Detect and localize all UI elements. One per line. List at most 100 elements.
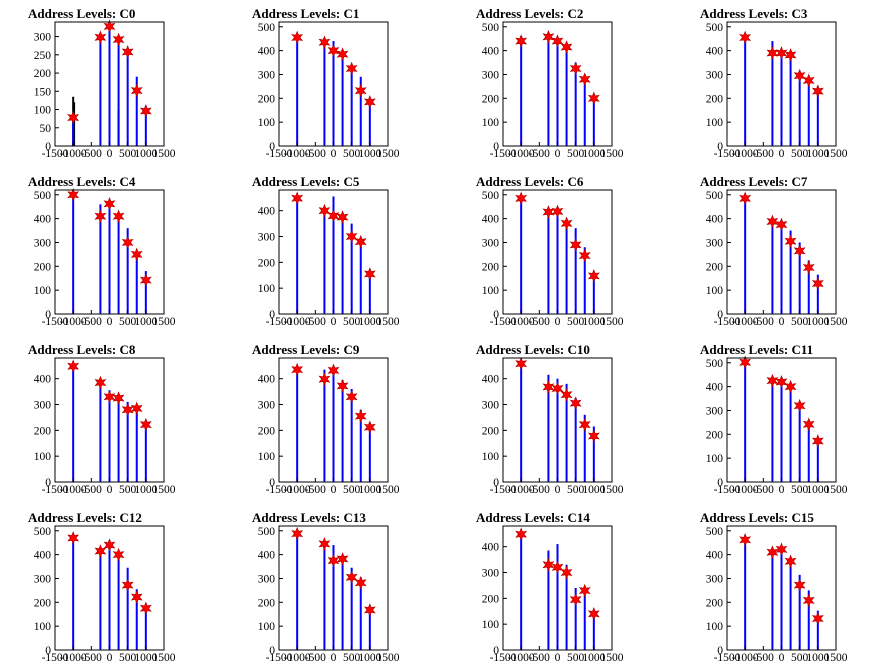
chart-svg: Address Levels: C8 0 100 200 300 400 -1500-100… bbox=[28, 342, 176, 496]
data-point-marker bbox=[345, 229, 358, 244]
x-tick-label: 0 bbox=[107, 316, 113, 328]
bar bbox=[789, 230, 792, 314]
chart-panel-c6: Address Levels: C6 0 100 200 300 400 500 -1500-… bbox=[448, 168, 672, 336]
bar bbox=[126, 228, 129, 314]
bar bbox=[771, 379, 774, 482]
bar bbox=[359, 237, 362, 314]
data-point-marker bbox=[587, 429, 600, 443]
x-tick-label: -1000 bbox=[60, 316, 87, 328]
chart-svg: Address Levels: C4 0 100 200 300 400 500 -1500-… bbox=[28, 174, 176, 328]
data-point-marker bbox=[94, 375, 107, 390]
bar bbox=[556, 38, 559, 146]
data-point-marker bbox=[578, 417, 591, 432]
data-point-marker bbox=[784, 234, 797, 249]
bar bbox=[117, 554, 120, 650]
bar bbox=[771, 41, 774, 146]
data-point-marker bbox=[811, 84, 824, 98]
bar bbox=[520, 197, 523, 314]
bar bbox=[296, 368, 299, 482]
x-tick-label: 0 bbox=[555, 484, 561, 496]
data-point-marker bbox=[112, 547, 125, 562]
chart-title: Address Levels: C7 bbox=[700, 174, 808, 189]
data-point-marker bbox=[542, 557, 555, 572]
chart-title: Address Levels: C13 bbox=[252, 510, 366, 525]
y-tick-label: 200 bbox=[482, 425, 500, 437]
x-tick-label: -1000 bbox=[732, 484, 759, 496]
x-tick-label: 0 bbox=[107, 148, 113, 160]
data-point-marker bbox=[130, 83, 143, 98]
x-tick-label: -1000 bbox=[284, 316, 311, 328]
x-tick-label: 1000 bbox=[582, 652, 605, 664]
y-tick-label: 300 bbox=[258, 232, 276, 244]
bar bbox=[520, 533, 523, 650]
bar bbox=[807, 590, 810, 650]
data-point-marker bbox=[784, 554, 797, 569]
bar bbox=[99, 36, 102, 147]
y-tick-label: 400 bbox=[706, 46, 724, 58]
bar bbox=[126, 51, 129, 146]
x-tick-label: 1500 bbox=[825, 148, 848, 160]
bar bbox=[135, 76, 138, 146]
bar bbox=[547, 374, 550, 482]
y-tick-label: 100 bbox=[706, 117, 724, 129]
data-point-marker bbox=[354, 575, 367, 590]
y-tick-label: 100 bbox=[34, 621, 52, 633]
bar bbox=[108, 27, 111, 146]
data-point-marker bbox=[775, 375, 788, 389]
x-tick-label: 1500 bbox=[601, 316, 624, 328]
chart-panel-c14: Address Levels: C14 0 100 200 300 400 -1500 -10… bbox=[448, 504, 672, 672]
data-point-marker bbox=[345, 389, 358, 404]
y-tick-label: 400 bbox=[482, 46, 500, 58]
data-point-marker bbox=[354, 83, 367, 98]
bar bbox=[798, 574, 801, 650]
data-point-marker bbox=[766, 373, 779, 388]
bar bbox=[341, 217, 344, 315]
y-tick-label: 400 bbox=[482, 374, 500, 386]
x-tick-label: 1000 bbox=[806, 316, 829, 328]
x-tick-label: -1000 bbox=[60, 484, 87, 496]
x-tick-label: 1000 bbox=[134, 652, 157, 664]
data-point-marker bbox=[354, 409, 367, 423]
data-point-marker bbox=[139, 104, 152, 118]
bar bbox=[744, 537, 747, 650]
bar bbox=[583, 590, 586, 650]
bar bbox=[99, 204, 102, 314]
bar bbox=[592, 426, 595, 482]
y-tick-label: 500 bbox=[34, 526, 52, 538]
bar bbox=[807, 76, 810, 146]
bar bbox=[350, 567, 353, 650]
data-point-marker bbox=[94, 544, 107, 558]
x-tick-label: 1500 bbox=[377, 652, 400, 664]
data-point-marker bbox=[363, 420, 376, 435]
data-point-marker bbox=[67, 359, 80, 374]
data-point-marker bbox=[587, 91, 600, 106]
x-tick-label: 500 bbox=[343, 316, 361, 328]
chart-title: Address Levels: C15 bbox=[700, 510, 814, 525]
bar bbox=[99, 548, 102, 650]
data-point-marker bbox=[569, 238, 582, 252]
data-point-marker bbox=[560, 40, 573, 54]
bar bbox=[789, 53, 792, 146]
x-tick-label: 0 bbox=[107, 652, 113, 664]
bar bbox=[816, 610, 819, 650]
y-tick-label: 300 bbox=[258, 573, 276, 585]
data-point-marker bbox=[515, 34, 528, 48]
bar bbox=[816, 437, 819, 482]
data-point-marker bbox=[363, 95, 376, 109]
bar bbox=[296, 35, 299, 147]
bar bbox=[350, 223, 353, 314]
y-tick-label: 500 bbox=[706, 526, 724, 538]
chart-panel-c11: Address Levels: C11 0 100 200 300 400 500 -1500… bbox=[672, 336, 896, 504]
data-point-marker bbox=[587, 607, 600, 621]
y-tick-label: 400 bbox=[258, 550, 276, 562]
x-tick-label: 1500 bbox=[153, 652, 176, 664]
x-tick-label: -1000 bbox=[60, 148, 87, 160]
bar bbox=[816, 274, 819, 314]
bar bbox=[359, 76, 362, 146]
bar bbox=[144, 271, 147, 314]
chart-svg: Address Levels: C5 0 100 200 300 400 -1500-100… bbox=[252, 174, 400, 328]
data-point-marker bbox=[542, 380, 555, 394]
data-point-marker bbox=[291, 30, 304, 45]
y-tick-label: 0 bbox=[45, 477, 51, 489]
chart-title: Address Levels: C6 bbox=[476, 174, 584, 189]
